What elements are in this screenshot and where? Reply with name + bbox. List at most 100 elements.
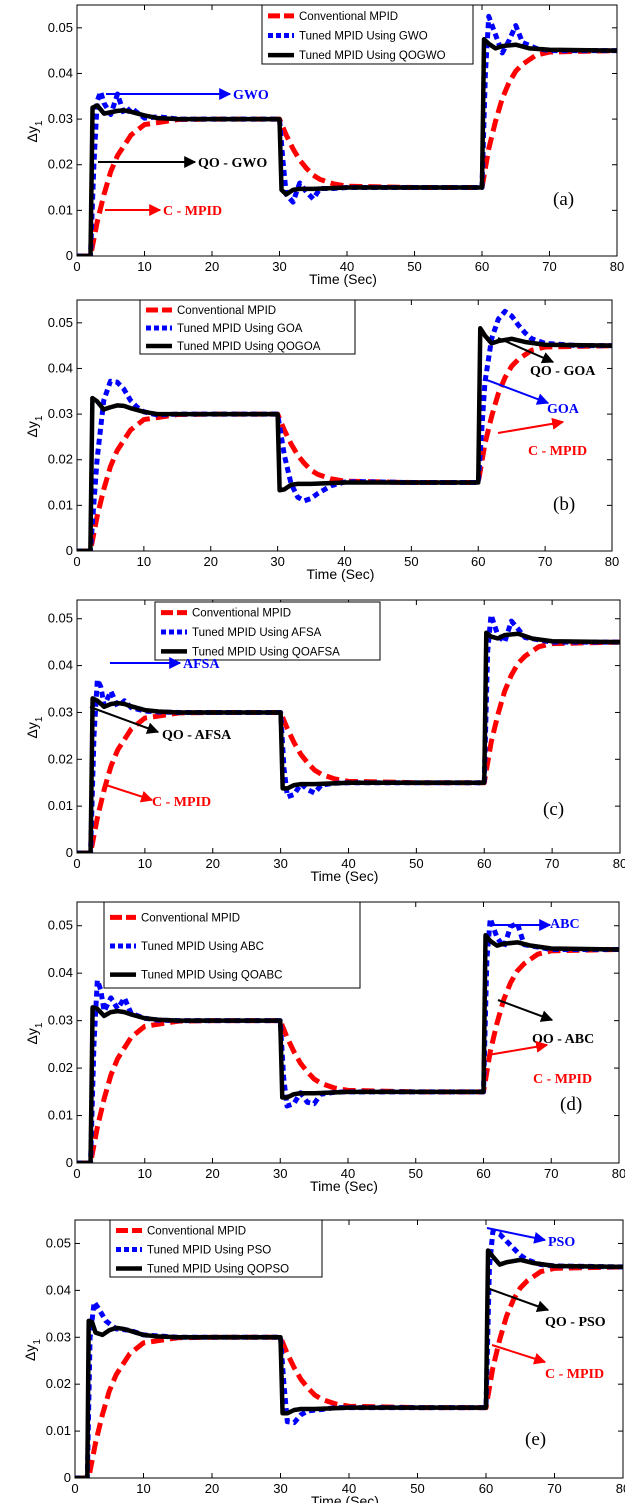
x-tick-label: 50	[409, 856, 423, 871]
legend-label: Tuned MPID Using QOGOA	[177, 341, 321, 353]
y-tick-label: 0.03	[48, 704, 73, 719]
series-line-solid	[77, 326, 612, 551]
x-tick-label: 50	[410, 1481, 424, 1496]
y-tick-label: 0.03	[48, 1013, 73, 1028]
y-axis-label: Δy1	[24, 1022, 45, 1044]
panel-tag: (a)	[553, 189, 574, 210]
x-tick-label: 30	[270, 554, 284, 569]
x-tick-label: 60	[479, 1481, 493, 1496]
x-tick-label: 30	[273, 1481, 287, 1496]
y-tick-label: 0	[66, 845, 73, 860]
annotation-label: C - MPID	[533, 1072, 592, 1087]
x-tick-label: 20	[205, 1166, 219, 1181]
y-tick-label: 0.01	[48, 1108, 73, 1123]
x-tick-label: 60	[471, 554, 485, 569]
panel-e: 0 10 20 30 40 50 60 70 80 0 0.01 0.02 0.03 0.04 0.05 Ti…	[22, 1219, 625, 1503]
series-line-solid	[77, 932, 619, 1163]
legend-box	[103, 901, 361, 989]
y-tick-label: 0.01	[48, 798, 73, 813]
x-tick-label: 80	[612, 1166, 625, 1181]
annotation-arrow	[105, 784, 154, 803]
x-tick-label: 70	[542, 259, 556, 274]
y-tick-label: 0.04	[48, 658, 73, 673]
annotation-arrow	[491, 1344, 547, 1365]
panel-b: 0 10 20 30 40 50 60 70 80 0 0.01 0.02 0.03 0.04 0.05 Ti…	[24, 299, 619, 582]
y-tick-label: 0.05	[48, 20, 73, 35]
x-tick-label: 60	[476, 1166, 490, 1181]
x-tick-label: 60	[477, 856, 491, 871]
annotation-label: C - MPID	[163, 204, 222, 219]
legend-label: Conventional MPID	[177, 305, 276, 317]
y-axis-label-base: Δy	[24, 126, 40, 142]
x-axis-label: Time (Sec)	[307, 566, 375, 582]
y-tick-label: 0.01	[48, 202, 73, 217]
x-tick-label: 30	[273, 856, 287, 871]
series-line-dashed	[77, 639, 620, 853]
panel-tag: (e)	[525, 1429, 546, 1450]
y-axis-label-base: Δy	[24, 1028, 40, 1044]
panel-c: 0 10 20 30 40 50 60 70 80 0 0.01 0.02 0.03 0.04 0.05 Ti…	[24, 599, 625, 884]
x-tick-label: 0	[73, 856, 80, 871]
annotation-label: C - MPID	[528, 444, 587, 459]
y-axis-label: Δy1	[22, 1339, 43, 1361]
x-tick-label: 80	[610, 259, 624, 274]
x-tick-label: 10	[138, 856, 152, 871]
x-tick-label: 40	[341, 1166, 355, 1181]
y-axis-label: Δy1	[24, 120, 45, 142]
x-tick-label: 20	[205, 1481, 219, 1496]
series-line-dotted	[77, 612, 620, 853]
y-tick-label: 0.03	[48, 111, 73, 126]
annotation-label: GWO	[233, 88, 269, 103]
y-axis-label-base: Δy	[24, 421, 40, 437]
y-tick-label: 0	[64, 1470, 71, 1485]
legend-box	[261, 4, 474, 65]
x-tick-label: 40	[340, 259, 354, 274]
y-axis-label-sub: 1	[34, 120, 45, 126]
y-tick-label: 0.04	[48, 65, 73, 80]
y-tick-label: 0.02	[48, 157, 73, 172]
legend-label: Tuned MPID Using ABC	[141, 941, 264, 953]
x-tick-label: 30	[273, 1166, 287, 1181]
x-tick-label: 70	[545, 856, 559, 871]
y-tick-label: 0.04	[48, 965, 73, 980]
annotation-label: ABC	[550, 917, 580, 932]
y-axis-label-base: Δy	[22, 1345, 38, 1361]
annotation-label: QO - PSO	[545, 1315, 606, 1330]
legend-label: Tuned MPID Using PSO	[147, 1245, 271, 1257]
series-line-dotted	[75, 1229, 623, 1478]
y-tick-label: 0.04	[48, 360, 73, 375]
y-axis-label-base: Δy	[24, 722, 40, 738]
annotation-arrow	[486, 1287, 550, 1312]
series-line-dashed	[77, 48, 617, 256]
panel-tag: (c)	[543, 799, 564, 820]
x-tick-label: 50	[407, 259, 421, 274]
series-line-dashed	[77, 946, 619, 1163]
x-tick-label: 20	[206, 856, 220, 871]
y-axis-label-sub: 1	[34, 1022, 45, 1028]
annotation-label: QO - ABC	[532, 1032, 594, 1047]
y-tick-label: 0.02	[48, 1060, 73, 1075]
panel-a: 0 10 20 30 40 50 60 70 80 0 0.01 0.02 0.03 0.04 0.05 Ti…	[24, 4, 624, 287]
x-tick-label: 0	[73, 1166, 80, 1181]
x-tick-label: 0	[73, 554, 80, 569]
annotation-label: C - MPID	[545, 1367, 604, 1382]
legend-label: Conventional MPID	[147, 1226, 246, 1238]
y-tick-label: 0.02	[48, 751, 73, 766]
x-tick-label: 70	[547, 1481, 561, 1496]
x-tick-label: 10	[136, 1481, 150, 1496]
annotation-label: PSO	[548, 1235, 575, 1250]
annotation-arrow	[89, 706, 160, 734]
legend-box	[154, 601, 381, 661]
x-tick-label: 40	[337, 554, 351, 569]
y-tick-label: 0.05	[46, 1235, 71, 1250]
x-tick-label: 0	[71, 1481, 78, 1496]
y-tick-label: 0	[66, 248, 73, 263]
legend-label: Tuned MPID Using QOABC	[141, 970, 282, 982]
y-axis-label-sub: 1	[32, 1339, 43, 1345]
y-axis-label: Δy1	[24, 716, 45, 738]
annotation-arrow	[487, 1040, 549, 1056]
legend-label: Tuned MPID Using QOGWO	[299, 50, 446, 62]
legend-box	[139, 299, 356, 355]
annotation-label: AFSA	[183, 657, 220, 672]
